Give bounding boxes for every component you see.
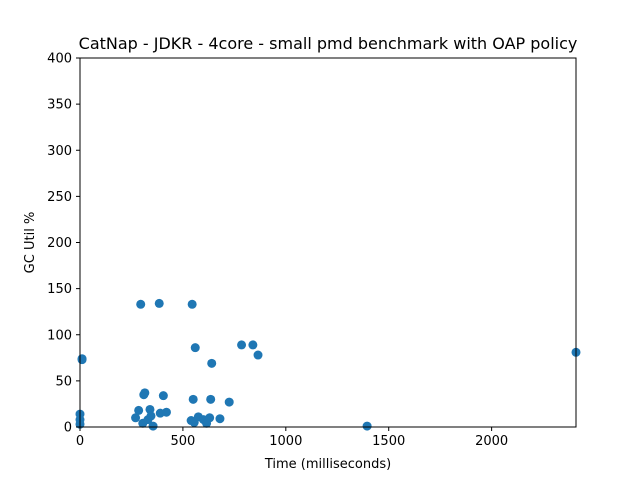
y-tick-label: 400: [47, 52, 72, 67]
data-point: [187, 299, 197, 309]
data-point: [253, 350, 263, 360]
data-point: [161, 407, 171, 417]
data-point: [207, 358, 217, 368]
data-point: [188, 394, 198, 404]
y-tick-label: 100: [47, 328, 72, 343]
data-point: [158, 391, 168, 401]
y-tick-label: 200: [47, 236, 72, 251]
data-point: [224, 397, 234, 407]
x-tick-label: 1500: [372, 434, 405, 449]
y-tick-label: 250: [47, 190, 72, 205]
y-axis: 0 50 100 150 200 250 300 350 400: [47, 52, 80, 436]
data-point: [77, 355, 87, 365]
data-point: [206, 394, 216, 404]
data-point: [248, 340, 258, 350]
data-point: [146, 411, 156, 421]
data-point: [190, 343, 200, 353]
x-tick-label: 500: [170, 434, 195, 449]
x-tick-label: 2000: [475, 434, 508, 449]
y-tick-label: 150: [47, 282, 72, 297]
data-point: [215, 414, 225, 424]
x-tick-label: 1000: [269, 434, 302, 449]
y-tick-label: 300: [47, 144, 72, 159]
x-tick-label: 0: [76, 434, 84, 449]
data-point: [131, 413, 141, 423]
y-tick-label: 50: [55, 374, 72, 389]
data-point: [205, 413, 215, 423]
data-point: [136, 299, 146, 309]
y-tick-label: 0: [64, 421, 72, 436]
data-point: [140, 388, 150, 398]
chart-title: CatNap - JDKR - 4core - small pmd benchm…: [79, 34, 578, 53]
data-point: [134, 405, 144, 415]
data-point: [148, 421, 158, 431]
data-point: [154, 298, 164, 308]
data-point: [362, 421, 372, 431]
x-axis-label: Time (milliseconds): [264, 457, 391, 472]
data-point: [237, 340, 247, 350]
x-axis: 0 500 1000 1500 2000: [76, 427, 508, 449]
y-tick-label: 350: [47, 98, 72, 113]
y-axis-label: GC Util %: [23, 212, 38, 274]
